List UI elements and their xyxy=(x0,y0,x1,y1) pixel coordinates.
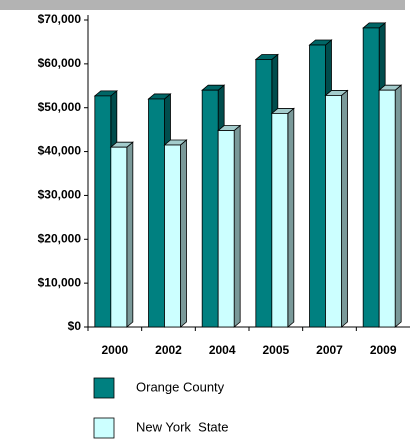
x-tick-label: 2004 xyxy=(209,343,236,357)
bar-side xyxy=(287,107,295,328)
legend-label: Orange County xyxy=(136,379,225,394)
bar xyxy=(94,95,112,328)
bar xyxy=(201,89,219,328)
bar xyxy=(164,144,181,328)
y-tick-label: $40,000 xyxy=(38,144,82,158)
bar-side xyxy=(394,84,402,328)
bar xyxy=(325,95,342,328)
y-tick-label: $60,000 xyxy=(38,56,82,70)
bar xyxy=(255,59,273,328)
bar xyxy=(271,113,289,328)
bar-side xyxy=(233,124,241,328)
legend-label: New York State xyxy=(136,419,229,434)
y-tick-label: $50,000 xyxy=(38,100,82,114)
x-tick-label: 2005 xyxy=(262,343,289,357)
y-tick-label: $30,000 xyxy=(38,188,82,202)
bar-side xyxy=(341,89,348,328)
legend-swatch xyxy=(93,417,115,439)
bar xyxy=(110,146,128,328)
bar xyxy=(362,27,380,328)
y-tick-label: $10,000 xyxy=(38,275,82,289)
x-tick-label: 2009 xyxy=(370,343,397,357)
x-tick-label: 2000 xyxy=(101,343,128,357)
bar xyxy=(148,98,165,328)
y-tick-label: $70,000 xyxy=(38,12,82,26)
bar xyxy=(309,44,326,328)
header-strip xyxy=(0,0,405,10)
legend-swatch xyxy=(93,377,115,399)
bar-side xyxy=(126,141,134,328)
bar-side xyxy=(180,139,187,328)
y-tick-label: $20,000 xyxy=(38,231,82,245)
bar xyxy=(217,130,235,328)
x-tick-label: 2007 xyxy=(316,343,343,357)
x-tick-label: 2002 xyxy=(155,343,182,357)
y-tick-label: $0 xyxy=(68,319,82,333)
bar xyxy=(378,89,396,328)
